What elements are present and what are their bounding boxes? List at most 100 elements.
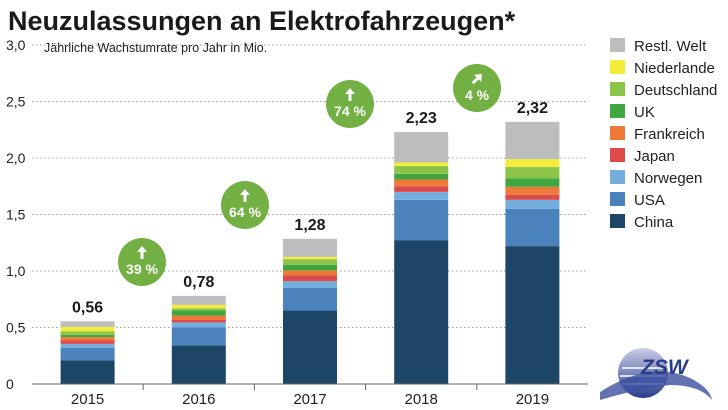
x-tick-label: 2017 [293, 391, 326, 408]
bar-segment-china-2018 [394, 240, 449, 384]
bar-segment-norwegen-2017 [283, 281, 337, 288]
zsw-logo: ZSW [600, 348, 712, 400]
bar-segment-norwegen-2018 [394, 191, 449, 200]
bar-segment-niederlande-2017 [283, 256, 337, 260]
legend-swatch [610, 126, 625, 140]
bar-segment-japan-2019 [505, 194, 560, 200]
bar-segment-restl-welt-2019 [505, 121, 560, 160]
legend-label: UK [634, 104, 655, 121]
total-label-2017: 1,28 [294, 217, 325, 234]
legend-swatch [610, 82, 625, 96]
bubble-circle [118, 238, 166, 286]
y-tick-label: 1,5 [6, 207, 26, 223]
bar-segment-niederlande-2018 [394, 162, 449, 166]
bar-segment-niederlande-2016 [171, 304, 226, 309]
legend-item: China [610, 214, 674, 231]
x-tick-label: 2016 [182, 391, 215, 408]
growth-rate-label: 74 % [334, 103, 366, 119]
bar-segment-usa-2019 [505, 208, 560, 247]
arrow-up-icon [137, 246, 147, 259]
arrow-shape [345, 88, 355, 101]
bar-segment-deutschland-2019 [505, 167, 560, 179]
total-label-2015: 0,56 [72, 299, 103, 316]
bar-segment-china-2019 [505, 246, 560, 384]
growth-rate-label: 64 % [229, 204, 261, 220]
bar-segment-usa-2018 [394, 199, 449, 241]
bar-segment-restl-welt-2016 [171, 295, 226, 305]
bar-segment-usa-2016 [171, 327, 226, 346]
legend-item: Deutschland [610, 82, 717, 99]
bar-segment-china-2016 [171, 345, 226, 384]
bar-segment-frankreich-2017 [283, 270, 337, 276]
legend-label: Restl. Welt [634, 38, 707, 55]
growth-rate-label: 39 % [126, 261, 158, 277]
bubble-circle [221, 181, 269, 229]
bar-segment-frankreich-2018 [394, 179, 449, 187]
y-tick-label: 3,0 [6, 37, 26, 53]
legend-swatch [610, 148, 625, 162]
legend-item: Restl. Welt [610, 38, 707, 55]
legend-swatch [610, 104, 625, 118]
legend-label: Japan [634, 148, 675, 165]
bar-segment-frankreich-2015 [60, 337, 115, 341]
y-tick-label: 0 [6, 376, 14, 392]
bar-segment-restl-welt-2015 [60, 321, 115, 327]
bar-segment-norwegen-2015 [60, 343, 115, 348]
bubble-circle [453, 64, 501, 112]
bar-segment-deutschland-2016 [171, 308, 226, 311]
bar-segment-norwegen-2016 [171, 322, 226, 328]
y-tick-label: 2,0 [6, 150, 26, 166]
bar-segment-restl-welt-2017 [283, 238, 337, 257]
bar-segment-uk-2017 [283, 264, 337, 271]
legend-item: UK [610, 104, 655, 121]
bar-segment-china-2015 [60, 360, 115, 384]
legend-label: China [634, 214, 674, 231]
legend-swatch [610, 192, 625, 206]
legend-item: Niederlande [610, 60, 715, 77]
growth-rate-bubble: 39 % [118, 238, 166, 286]
arrow-shape [137, 246, 147, 259]
logo-text: ZSW [640, 356, 690, 379]
legend-label: Frankreich [634, 126, 705, 143]
x-tick-label: 2019 [516, 391, 549, 408]
chart-title: Neuzulassungen an Elektrofahrzeugen* [8, 6, 516, 36]
growth-rate-label: 4 % [465, 87, 490, 103]
growth-rate-bubble: 74 % [326, 80, 374, 128]
bar-segment-usa-2015 [60, 347, 115, 361]
bar-segment-japan-2017 [283, 275, 337, 282]
y-tick-label: 1,0 [6, 263, 26, 279]
bar-segment-japan-2015 [60, 340, 115, 344]
total-label-2019: 2,32 [517, 100, 548, 117]
arrow-shape [240, 189, 250, 202]
bar-segment-uk-2015 [60, 334, 115, 338]
legend-label: Deutschland [634, 82, 717, 99]
chart-subtitle: Jährliche Wachstumrate pro Jahr in Mio. [44, 41, 267, 55]
legend-item: USA [610, 192, 665, 209]
legend-swatch [610, 170, 625, 184]
legend-swatch [610, 60, 625, 74]
bar-segment-uk-2019 [505, 178, 560, 187]
bar-segment-uk-2018 [394, 173, 449, 180]
bar-segment-frankreich-2016 [171, 315, 226, 320]
bar-segment-niederlande-2019 [505, 159, 560, 168]
legend-item: Norwegen [610, 170, 702, 187]
legend-swatch [610, 214, 625, 228]
bar-segment-japan-2016 [171, 319, 226, 323]
growth-rate-bubble: 64 % [221, 181, 269, 229]
bar-segment-niederlande-2015 [60, 326, 115, 332]
arrow-up-icon [240, 189, 250, 202]
legend-item: Japan [610, 148, 675, 165]
bar-segment-deutschland-2017 [283, 259, 337, 265]
bar-segment-deutschland-2018 [394, 165, 449, 174]
growth-rate-bubble: 4 % [453, 64, 501, 112]
bar-segment-uk-2016 [171, 310, 226, 316]
bar-segment-deutschland-2015 [60, 331, 115, 335]
bar-segment-japan-2018 [394, 186, 449, 192]
arrow-up-icon [345, 88, 355, 101]
legend-swatch [610, 38, 625, 52]
y-tick-label: 2,5 [6, 94, 26, 110]
legend-label: Norwegen [634, 170, 702, 187]
total-label-2016: 0,78 [183, 274, 214, 291]
bar-segment-restl-welt-2018 [394, 132, 449, 163]
